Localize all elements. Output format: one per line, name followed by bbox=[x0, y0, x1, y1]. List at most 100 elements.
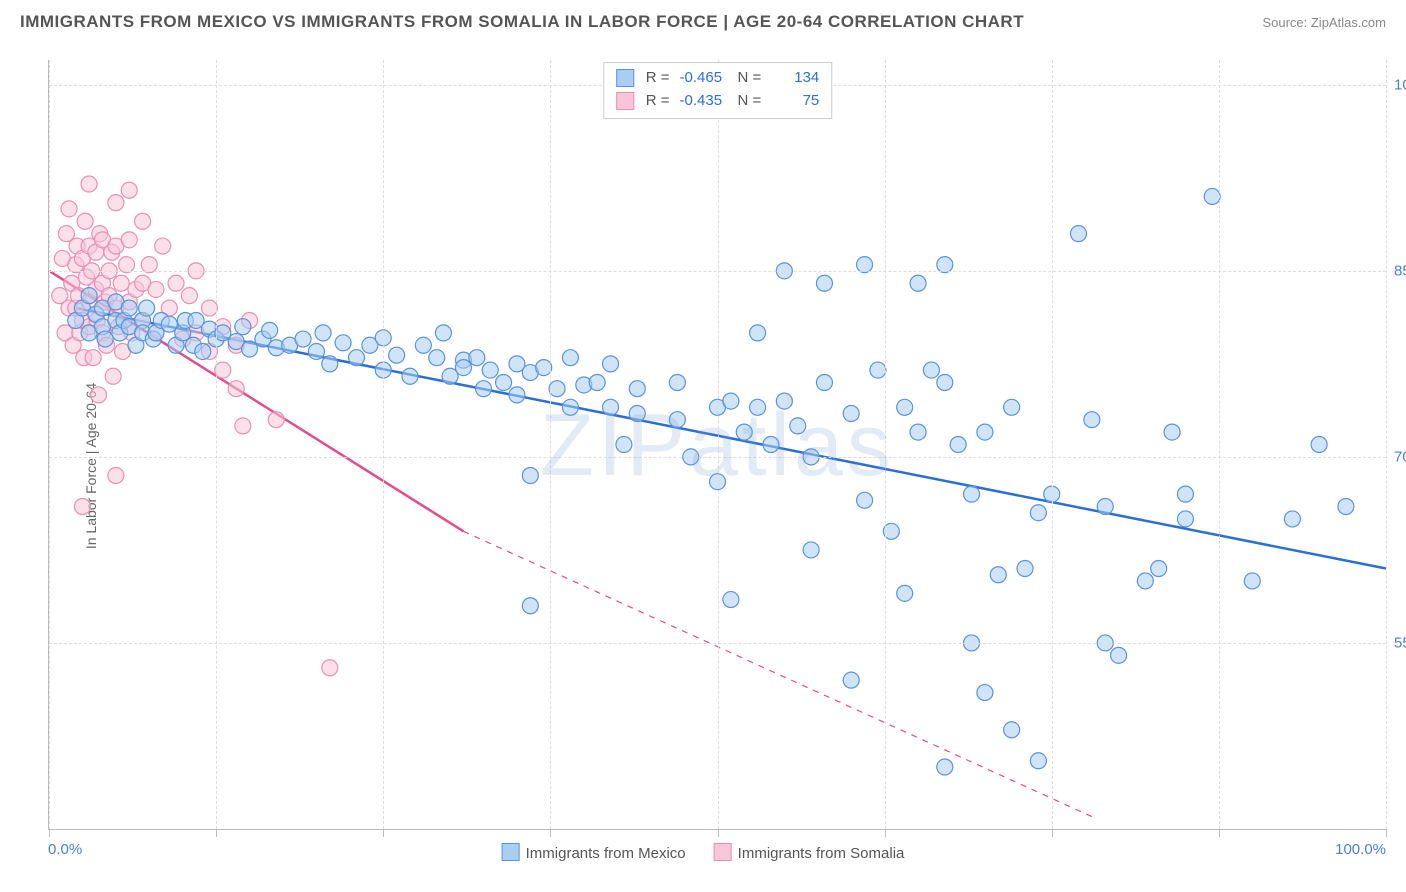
stats-legend-box: R =-0.465N =134R =-0.435N =75 bbox=[603, 62, 833, 119]
data-point bbox=[195, 343, 211, 359]
data-point bbox=[322, 660, 338, 676]
data-point bbox=[669, 374, 685, 390]
stats-r-value: -0.465 bbox=[680, 67, 728, 90]
data-point bbox=[1311, 437, 1327, 453]
data-point bbox=[402, 368, 418, 384]
data-point bbox=[389, 347, 405, 363]
data-point bbox=[603, 356, 619, 372]
data-point bbox=[108, 468, 124, 484]
legend-item: Immigrants from Somalia bbox=[714, 843, 905, 862]
data-point bbox=[97, 331, 113, 347]
data-point bbox=[1244, 573, 1260, 589]
source-link[interactable]: ZipAtlas.com bbox=[1311, 15, 1386, 30]
data-point bbox=[603, 399, 619, 415]
data-point bbox=[763, 437, 779, 453]
data-point bbox=[1070, 226, 1086, 242]
data-point bbox=[843, 405, 859, 421]
data-point bbox=[870, 362, 886, 378]
data-point bbox=[1177, 511, 1193, 527]
data-point bbox=[121, 300, 137, 316]
data-point bbox=[235, 319, 251, 335]
stats-row: R =-0.465N =134 bbox=[616, 67, 820, 90]
stats-r-label: R = bbox=[646, 90, 670, 113]
x-tick bbox=[1219, 829, 1220, 837]
data-point bbox=[322, 356, 338, 372]
data-point bbox=[923, 362, 939, 378]
data-point bbox=[1111, 647, 1127, 663]
y-tick-label: 55.0% bbox=[1394, 634, 1406, 651]
stats-r-label: R = bbox=[646, 67, 670, 90]
data-point bbox=[803, 542, 819, 558]
data-point bbox=[349, 350, 365, 366]
gridline-vertical bbox=[1386, 60, 1387, 829]
data-point bbox=[139, 300, 155, 316]
stats-r-value: -0.435 bbox=[680, 90, 728, 113]
data-point bbox=[1084, 412, 1100, 428]
gridline-vertical bbox=[550, 60, 551, 829]
data-point bbox=[897, 585, 913, 601]
data-point bbox=[168, 275, 184, 291]
data-point bbox=[977, 685, 993, 701]
data-point bbox=[790, 418, 806, 434]
chart-header: IMMIGRANTS FROM MEXICO VS IMMIGRANTS FRO… bbox=[0, 0, 1406, 40]
x-tick bbox=[1386, 829, 1387, 837]
data-point bbox=[816, 275, 832, 291]
x-axis-min-label: 0.0% bbox=[48, 841, 82, 858]
data-point bbox=[937, 374, 953, 390]
data-point bbox=[990, 567, 1006, 583]
data-point bbox=[1097, 499, 1113, 515]
data-point bbox=[1030, 753, 1046, 769]
data-point bbox=[482, 362, 498, 378]
data-point bbox=[215, 362, 231, 378]
data-point bbox=[308, 343, 324, 359]
data-point bbox=[295, 331, 311, 347]
x-tick bbox=[216, 829, 217, 837]
data-point bbox=[857, 492, 873, 508]
data-point bbox=[415, 337, 431, 353]
data-point bbox=[1137, 573, 1153, 589]
data-point bbox=[315, 325, 331, 341]
data-point bbox=[950, 437, 966, 453]
data-point bbox=[262, 322, 278, 338]
data-point bbox=[589, 374, 605, 390]
x-tick bbox=[550, 829, 551, 837]
data-point bbox=[910, 424, 926, 440]
data-point bbox=[1177, 486, 1193, 502]
y-tick-label: 85.0% bbox=[1394, 262, 1406, 279]
data-point bbox=[536, 360, 552, 376]
gridline-vertical bbox=[383, 60, 384, 829]
data-point bbox=[562, 350, 578, 366]
data-point bbox=[897, 399, 913, 415]
stats-row: R =-0.435N =75 bbox=[616, 90, 820, 113]
data-point bbox=[964, 486, 980, 502]
data-point bbox=[496, 374, 512, 390]
data-point bbox=[77, 213, 93, 229]
data-point bbox=[1151, 561, 1167, 577]
chart-container: In Labor Force | Age 20-64 ZIPatlas R =-… bbox=[0, 40, 1406, 892]
data-point bbox=[476, 381, 492, 397]
x-axis-max-label: 100.0% bbox=[1335, 841, 1386, 858]
x-tick bbox=[49, 829, 50, 837]
data-point bbox=[455, 360, 471, 376]
data-point bbox=[435, 325, 451, 341]
data-point bbox=[113, 275, 129, 291]
data-point bbox=[155, 238, 171, 254]
legend-label: Immigrants from Somalia bbox=[738, 845, 905, 862]
data-point bbox=[235, 418, 251, 434]
data-point bbox=[616, 437, 632, 453]
data-point bbox=[335, 335, 351, 351]
legend-swatch bbox=[502, 843, 520, 861]
data-point bbox=[121, 182, 137, 198]
data-point bbox=[181, 288, 197, 304]
x-tick bbox=[718, 829, 719, 837]
data-point bbox=[268, 412, 284, 428]
series-legend: Immigrants from Mexico Immigrants from So… bbox=[502, 843, 905, 862]
data-point bbox=[910, 275, 926, 291]
data-point bbox=[469, 350, 485, 366]
data-point bbox=[1004, 722, 1020, 738]
data-point bbox=[776, 393, 792, 409]
data-point bbox=[148, 281, 164, 297]
data-point bbox=[629, 405, 645, 421]
legend-item: Immigrants from Mexico bbox=[502, 843, 686, 862]
data-point bbox=[242, 341, 258, 357]
